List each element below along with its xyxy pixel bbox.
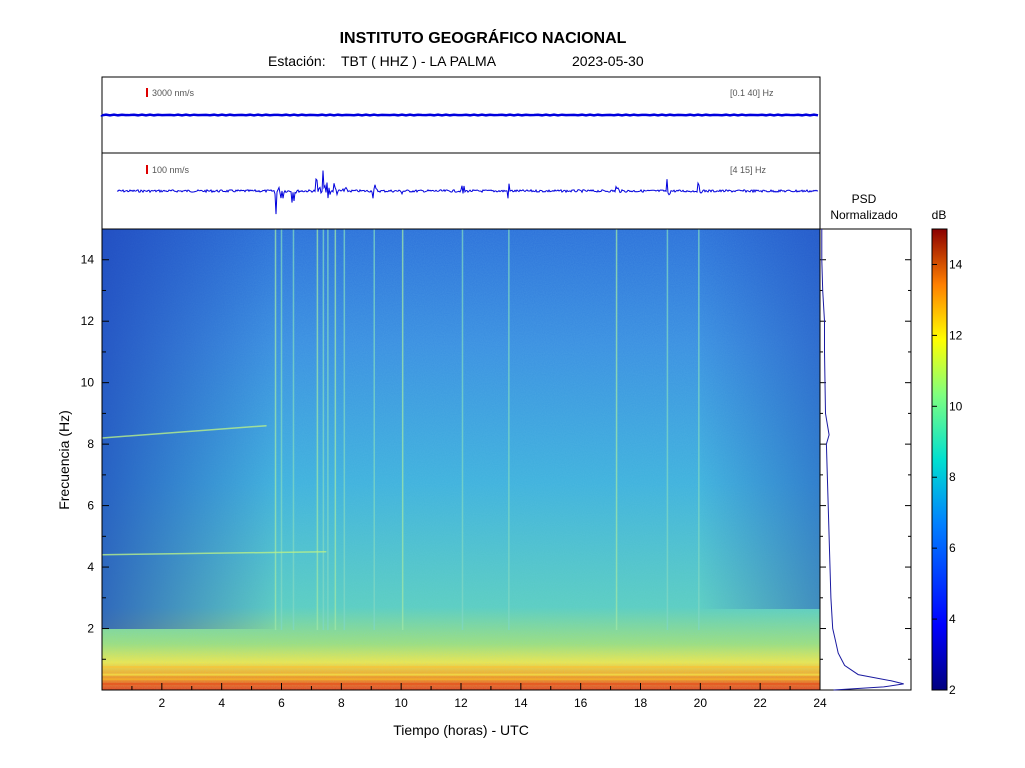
trace1-scale-label: 3000 nm/s [152,88,195,98]
colorbar-tick-label: 6 [949,541,956,555]
trace2-waveform [116,170,819,215]
colorbar-tick-label: 10 [949,399,963,413]
trace2-band-label: [4 15] Hz [730,165,767,175]
psd-ticks [820,228,911,660]
station-name: TBT ( HHZ ) - LA PALMA [341,53,497,69]
colorbar-tick-label: 8 [949,470,956,484]
x-tick-label: 22 [753,696,767,710]
y-tick-label: 4 [87,560,94,574]
spectrogram-tremor-band [101,550,327,556]
colorbar-tick-label: 2 [949,683,956,697]
x-tick-label: 12 [454,696,468,710]
y-tick-label: 8 [87,437,94,451]
psd-curve [821,229,904,691]
colorbar-ticks: 2 4 6 8 10 12 14 [932,257,963,697]
x-axis: 2 4 6 8 10 12 14 16 18 20 22 24 [131,683,827,710]
x-tick-label: 24 [813,696,827,710]
x-tick-label: 10 [394,696,408,710]
y-tick-label: 10 [81,376,95,390]
colorbar-tick-label: 14 [949,257,963,271]
x-tick-label: 6 [278,696,285,710]
x-axis-label: Tiempo (horas) - UTC [393,722,529,738]
figure-title: INSTITUTO GEOGRÁFICO NACIONAL [340,28,627,47]
psd-panel [819,228,912,691]
y-axis: 2 4 6 8 10 12 14 [81,228,109,660]
y-tick-label: 14 [81,253,95,267]
colorbar-unit: dB [932,208,947,222]
scale-marker-1 [146,88,148,97]
spectrogram-quiet-left [102,229,282,629]
x-tick-label: 14 [514,696,528,710]
spectrogram [101,229,820,690]
y-tick-label: 2 [87,622,94,636]
x-tick-label: 4 [218,696,225,710]
spectrogram-quiet-right [700,229,820,609]
y-tick-label: 6 [87,499,94,513]
scale-marker-2 [146,165,148,174]
station-label: Estación: [268,53,326,69]
spectrogram-tremor-band [101,424,267,439]
psd-title: PSD [852,192,877,206]
y-axis-label: Frecuencia (Hz) [56,410,72,510]
colorbar-tick-label: 4 [949,612,956,626]
y-tick-label: 12 [81,314,95,328]
x-tick-label: 8 [338,696,345,710]
x-tick-label: 20 [694,696,708,710]
spectrogram-event-lines [274,229,700,630]
colorbar-tick-label: 12 [949,328,963,342]
colorbar [931,228,948,691]
x-tick-label: 2 [158,696,165,710]
trace2-scale-label: 100 nm/s [152,165,190,175]
x-tick-label: 18 [634,696,648,710]
recording-date: 2023-05-30 [572,53,644,69]
psd-subtitle: Normalizado [830,208,898,222]
trace1-waveform [100,113,819,117]
trace1-band-label: [0.1 40] Hz [730,88,774,98]
x-tick-label: 16 [574,696,588,710]
